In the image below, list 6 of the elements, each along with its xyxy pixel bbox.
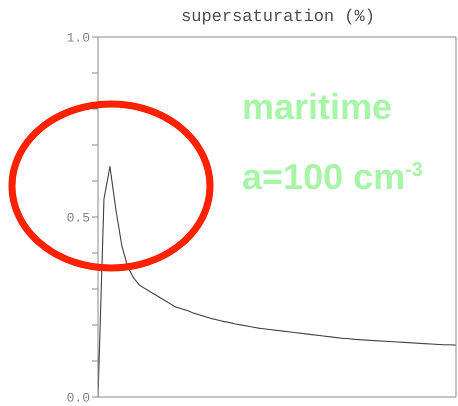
annotation: maritime: [242, 86, 392, 128]
y-tick-label: 0.5: [66, 210, 90, 226]
annotation: a=100 cm$^{-3}$: [242, 156, 423, 198]
y-tick-label: 1.0: [66, 30, 90, 46]
y-tick-label: 0.0: [66, 390, 90, 406]
chart-title: supersaturation (%): [180, 8, 376, 27]
